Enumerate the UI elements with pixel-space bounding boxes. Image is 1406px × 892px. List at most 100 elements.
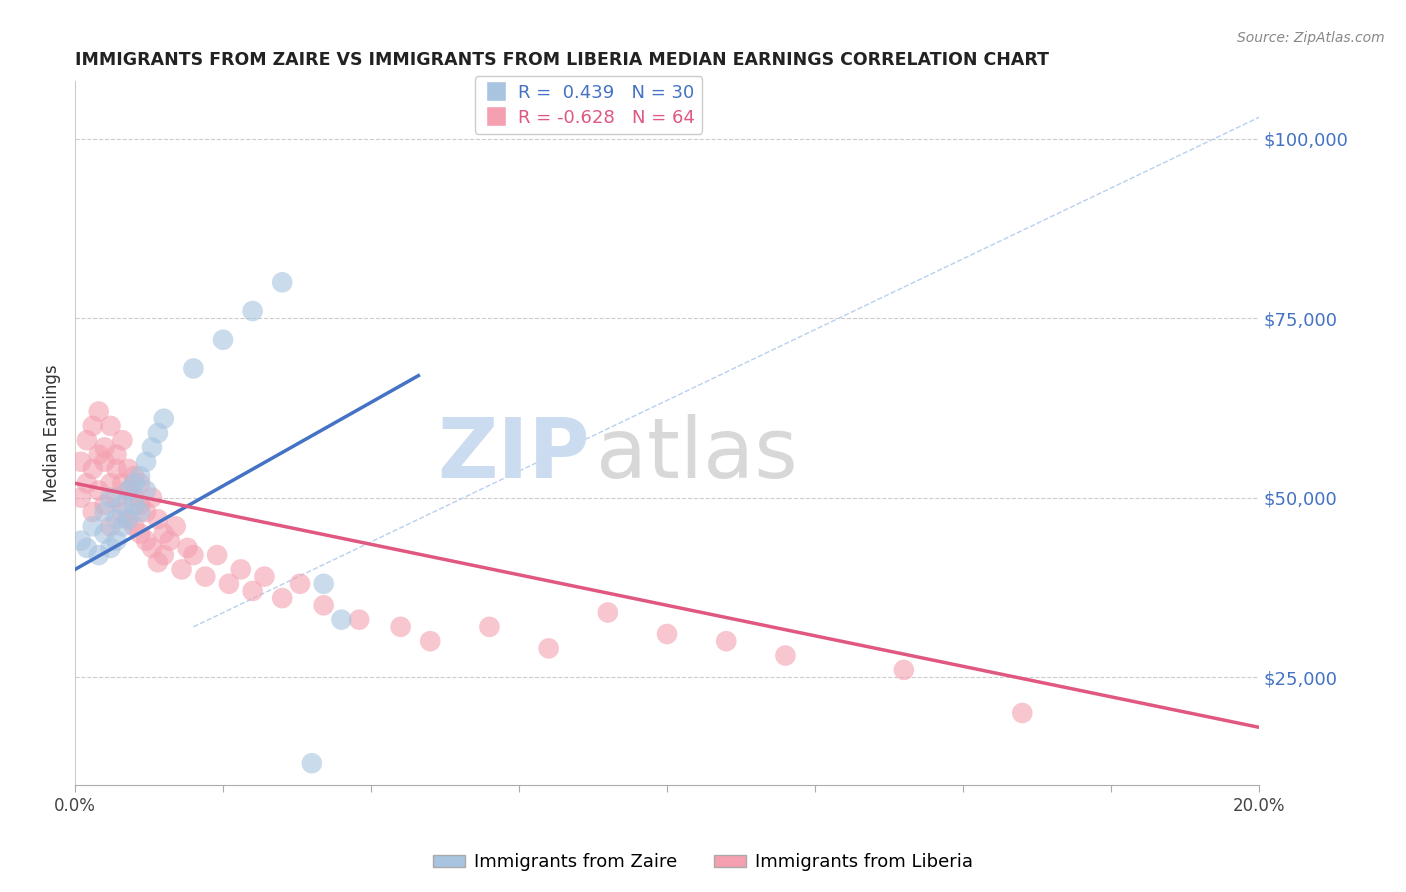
Point bbox=[141, 491, 163, 505]
Point bbox=[82, 519, 104, 533]
Point bbox=[159, 533, 181, 548]
Point bbox=[242, 584, 264, 599]
Point bbox=[205, 548, 228, 562]
Point bbox=[122, 469, 145, 483]
Point bbox=[105, 533, 128, 548]
Point bbox=[122, 491, 145, 505]
Point bbox=[87, 404, 110, 418]
Point bbox=[129, 469, 152, 483]
Point bbox=[129, 526, 152, 541]
Point bbox=[347, 613, 370, 627]
Point bbox=[129, 505, 152, 519]
Point bbox=[176, 541, 198, 555]
Point bbox=[170, 562, 193, 576]
Point bbox=[93, 505, 115, 519]
Point bbox=[141, 541, 163, 555]
Point bbox=[271, 591, 294, 606]
Point bbox=[165, 519, 187, 533]
Point bbox=[153, 526, 176, 541]
Point bbox=[389, 620, 412, 634]
Point bbox=[135, 455, 157, 469]
Point bbox=[82, 505, 104, 519]
Point bbox=[312, 576, 335, 591]
Point bbox=[93, 455, 115, 469]
Point bbox=[153, 548, 176, 562]
Point bbox=[135, 483, 157, 498]
Point bbox=[183, 548, 205, 562]
Point bbox=[100, 418, 122, 433]
Point bbox=[716, 634, 738, 648]
Point bbox=[153, 411, 176, 425]
Point bbox=[117, 462, 139, 476]
Point bbox=[87, 448, 110, 462]
Point bbox=[122, 476, 145, 491]
Point bbox=[655, 627, 678, 641]
Point bbox=[537, 641, 560, 656]
Point bbox=[194, 569, 217, 583]
Point bbox=[70, 455, 93, 469]
Point bbox=[775, 648, 797, 663]
Point bbox=[129, 476, 152, 491]
Point bbox=[70, 533, 93, 548]
Point bbox=[87, 548, 110, 562]
Point bbox=[596, 606, 619, 620]
Point bbox=[146, 512, 169, 526]
Point bbox=[117, 483, 139, 498]
Point bbox=[111, 498, 134, 512]
Point bbox=[253, 569, 276, 583]
Legend: Immigrants from Zaire, Immigrants from Liberia: Immigrants from Zaire, Immigrants from L… bbox=[426, 847, 980, 879]
Point bbox=[82, 462, 104, 476]
Point bbox=[117, 512, 139, 526]
Point bbox=[111, 476, 134, 491]
Point bbox=[218, 576, 240, 591]
Point bbox=[301, 756, 323, 771]
Point bbox=[100, 491, 122, 505]
Point bbox=[229, 562, 252, 576]
Point bbox=[93, 498, 115, 512]
Point bbox=[135, 533, 157, 548]
Point bbox=[146, 425, 169, 440]
Text: atlas: atlas bbox=[596, 414, 797, 495]
Point bbox=[330, 613, 353, 627]
Point bbox=[183, 361, 205, 376]
Point bbox=[122, 498, 145, 512]
Point bbox=[212, 333, 235, 347]
Point bbox=[122, 519, 145, 533]
Point bbox=[242, 304, 264, 318]
Point bbox=[105, 448, 128, 462]
Point bbox=[76, 541, 98, 555]
Point bbox=[288, 576, 311, 591]
Point bbox=[271, 276, 294, 290]
Point bbox=[105, 462, 128, 476]
Point bbox=[100, 541, 122, 555]
Point bbox=[117, 483, 139, 498]
Point bbox=[312, 599, 335, 613]
Point bbox=[893, 663, 915, 677]
Point bbox=[70, 491, 93, 505]
Text: ZIP: ZIP bbox=[437, 414, 591, 495]
Point bbox=[105, 512, 128, 526]
Point bbox=[1011, 706, 1033, 720]
Point bbox=[129, 498, 152, 512]
Point bbox=[100, 476, 122, 491]
Point bbox=[478, 620, 501, 634]
Text: Source: ZipAtlas.com: Source: ZipAtlas.com bbox=[1237, 31, 1385, 45]
Point bbox=[105, 491, 128, 505]
Point bbox=[111, 434, 134, 448]
Point bbox=[135, 505, 157, 519]
Point bbox=[87, 483, 110, 498]
Point bbox=[93, 441, 115, 455]
Point bbox=[111, 505, 134, 519]
Point bbox=[111, 519, 134, 533]
Point bbox=[76, 434, 98, 448]
Y-axis label: Median Earnings: Median Earnings bbox=[44, 364, 60, 502]
Point bbox=[76, 476, 98, 491]
Point bbox=[82, 418, 104, 433]
Point bbox=[146, 555, 169, 569]
Point bbox=[93, 526, 115, 541]
Point bbox=[117, 512, 139, 526]
Point bbox=[100, 519, 122, 533]
Text: IMMIGRANTS FROM ZAIRE VS IMMIGRANTS FROM LIBERIA MEDIAN EARNINGS CORRELATION CHA: IMMIGRANTS FROM ZAIRE VS IMMIGRANTS FROM… bbox=[75, 51, 1049, 69]
Legend: R =  0.439   N = 30, R = -0.628   N = 64: R = 0.439 N = 30, R = -0.628 N = 64 bbox=[475, 77, 702, 134]
Point bbox=[419, 634, 441, 648]
